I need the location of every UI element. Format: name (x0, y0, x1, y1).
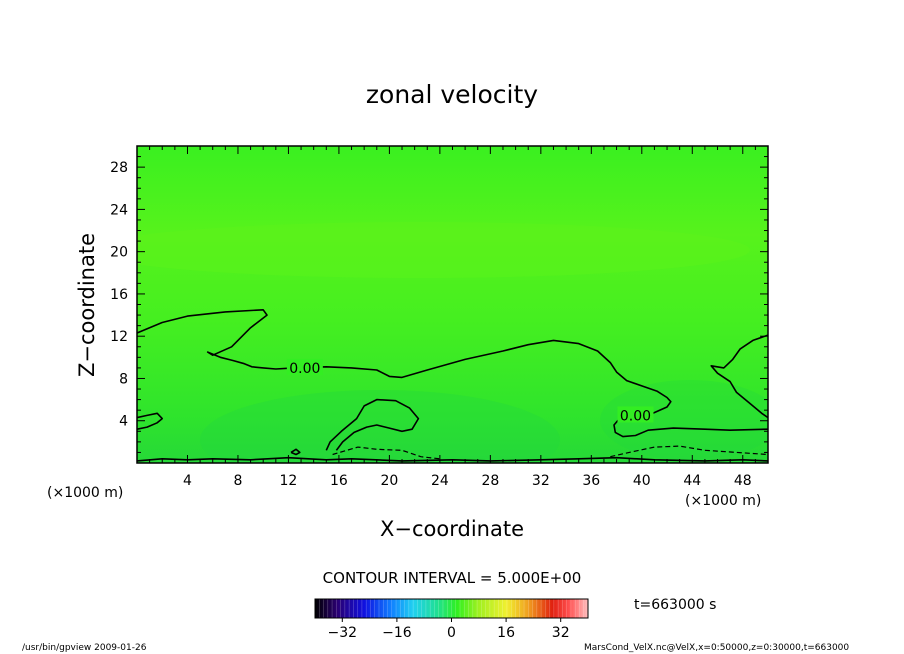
footer-left: /usr/bin/gpview 2009-01-26 (22, 643, 147, 653)
colorbar-tick-label: −32 (328, 625, 358, 641)
zero-contour-4 (710, 334, 768, 419)
contour-interval: CONTOUR INTERVAL = 5.000E+00 (323, 569, 582, 587)
chart-title: zonal velocity (366, 80, 538, 109)
field-shade-bottom-right (600, 380, 768, 460)
x-tick-label: 36 (582, 473, 600, 489)
field-shade-upper (137, 222, 750, 278)
x-tick-label: 8 (233, 473, 242, 489)
y-tick-label: 28 (110, 160, 128, 176)
y-tick-label: 8 (119, 371, 128, 387)
y-tick-label: 24 (110, 202, 128, 218)
negative-contour-0 (332, 446, 440, 460)
x-tick-label: 32 (532, 473, 550, 489)
x-tick-label: 40 (633, 473, 651, 489)
colorbar-ticks: −32 −16 0 16 32 (328, 618, 570, 641)
contour-label-bg-0 (286, 358, 323, 375)
contour-field (137, 146, 768, 463)
colorbar-stripes (319, 599, 584, 618)
colorbar-tick-label: −16 (382, 625, 412, 641)
x-tick-label: 44 (683, 473, 701, 489)
x-tick-label: 4 (183, 473, 192, 489)
x-tick-label: 20 (380, 473, 398, 489)
negative-contour-1 (610, 445, 768, 458)
y-tick-label: 12 (110, 329, 128, 345)
colorbar-tick-label: 0 (447, 625, 456, 641)
y-axis-title: Z−coordinate (75, 233, 99, 377)
x-ticks: 4 8 12 16 20 24 28 32 36 40 44 48 (149, 146, 756, 489)
x-tick-label: 28 (481, 473, 499, 489)
zero-contour-2 (325, 398, 420, 451)
colorbar-tick-label: 16 (497, 625, 515, 641)
footer-right: MarsCond_VelX.nc@VelX,x=0:50000,z=0:3000… (584, 643, 849, 653)
x-axis-title: X−coordinate (380, 517, 524, 541)
zero-contour-1 (137, 412, 163, 430)
x-tick-label: 24 (431, 473, 449, 489)
zero-contour-0 (137, 308, 672, 417)
colorbar-gradient (315, 599, 588, 618)
contour-labels: 0.00 0.00 (286, 358, 654, 424)
colorbar-tick-label: 32 (552, 625, 570, 641)
x-tick-label: 12 (280, 473, 298, 489)
contour-label-1: 0.00 (620, 408, 651, 424)
y-axis-unit: (×1000 m) (47, 485, 123, 501)
x-tick-label: 16 (330, 473, 348, 489)
colorbar: −32 −16 0 16 32 (314, 598, 589, 641)
zero-contour-6 (290, 448, 301, 456)
x-tick-label: 48 (734, 473, 752, 489)
x-axis-unit: (×1000 m) (685, 493, 761, 509)
plot-area: 0.000.00 4 8 12 16 20 24 28 32 36 40 44 48 48121620… (110, 145, 769, 489)
y-ticks: 4 8 12 16 20 24 28 (110, 156, 768, 453)
y-tick-label: 4 (119, 414, 128, 430)
y-tick-label: 20 (110, 245, 128, 261)
contour-label-0: 0.00 (289, 361, 320, 377)
time-label: t=663000 s (634, 597, 716, 613)
contour-label-bg-1 (617, 406, 654, 423)
y-tick-label: 16 (110, 287, 128, 303)
